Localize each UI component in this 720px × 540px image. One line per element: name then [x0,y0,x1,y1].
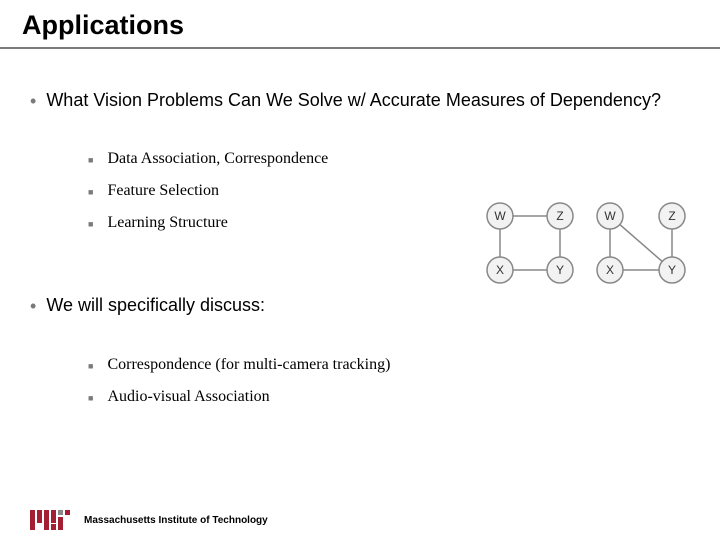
bullet-dot-icon: • [30,91,36,112]
section2-heading-row: • We will specifically discuss: [30,294,690,317]
square-bullet-icon: ■ [88,187,93,197]
list-item: ■ Data Association, Correspondence [88,150,690,168]
graph-diagram: W Z X Y W Z X Y [482,198,690,288]
svg-text:X: X [496,263,504,277]
svg-text:Z: Z [556,209,563,223]
section1-heading-row: • What Vision Problems Can We Solve w/ A… [30,89,690,112]
svg-text:Y: Y [668,263,676,277]
list-item-label: Feature Selection [107,182,219,200]
list-item-label: Data Association, Correspondence [107,150,328,168]
svg-text:Z: Z [668,209,675,223]
footer-institution: Massachusetts Institute of Technology [84,515,268,526]
bullet-dot-icon: • [30,296,36,317]
list-item-label: Audio-visual Association [107,388,269,406]
section2-heading: We will specifically discuss: [46,294,265,317]
section1-heading: What Vision Problems Can We Solve w/ Acc… [46,89,661,112]
svg-text:W: W [494,209,506,223]
slide-title: Applications [22,10,720,41]
svg-text:W: W [604,209,616,223]
list-item: ■ Audio-visual Association [88,388,690,406]
square-bullet-icon: ■ [88,155,93,165]
svg-text:Y: Y [556,263,564,277]
mit-logo-icon [30,510,70,530]
square-bullet-icon: ■ [88,361,93,371]
section2-sublist: ■ Correspondence (for multi-camera track… [88,356,690,406]
square-bullet-icon: ■ [88,393,93,403]
footer: Massachusetts Institute of Technology [30,510,268,530]
list-item-label: Learning Structure [107,214,227,232]
square-bullet-icon: ■ [88,219,93,229]
svg-text:X: X [606,263,614,277]
list-item: ■ Correspondence (for multi-camera track… [88,356,690,374]
list-item-label: Correspondence (for multi-camera trackin… [107,356,390,374]
